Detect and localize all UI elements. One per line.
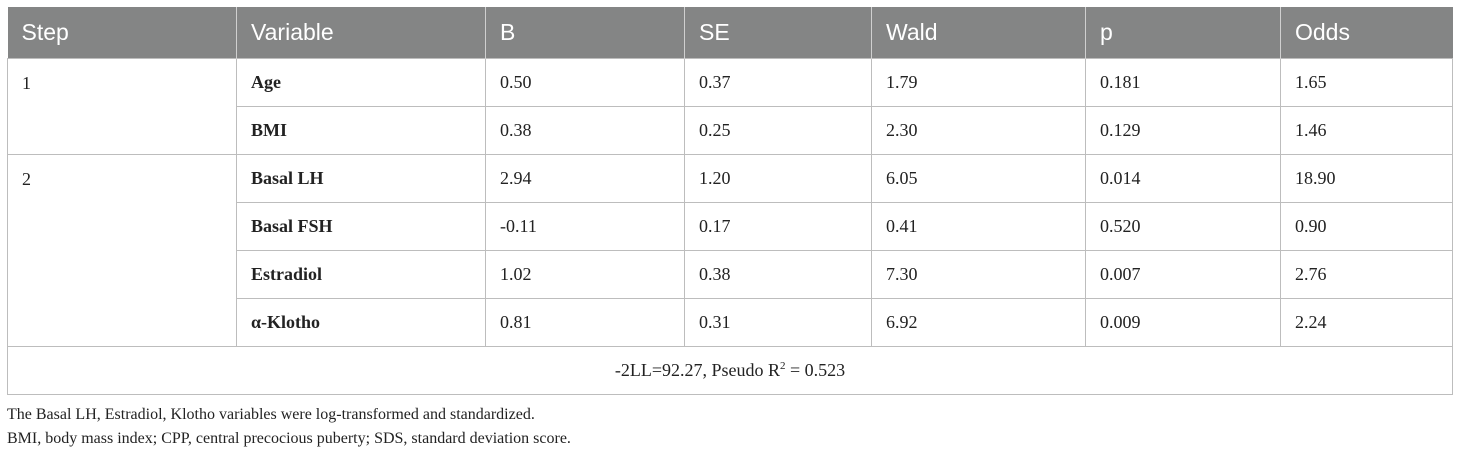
p-cell: 0.181 [1085,57,1281,107]
table-row: α-Klotho 0.81 0.31 6.92 0.009 2.24 [8,297,1453,347]
b-cell: 1.02 [485,249,685,299]
header-variable: Variable [236,7,486,58]
header-b: B [485,7,685,58]
odds-cell: 1.65 [1280,57,1453,107]
wald-cell: 6.05 [871,153,1086,203]
header-se: SE [684,7,872,58]
b-cell: 0.81 [485,297,685,347]
odds-cell: 0.90 [1280,201,1453,251]
table-row: Estradiol 1.02 0.38 7.30 0.007 2.76 [8,249,1453,299]
table-row: BMI 0.38 0.25 2.30 0.129 1.46 [8,105,1453,155]
variable-cell: Age [236,57,486,107]
model-fit-row: -2LL=92.27, Pseudo R2 = 0.523 [7,345,1453,395]
note-line: The Basal LH, Estradiol, Klotho variable… [7,406,535,423]
p-cell: 0.014 [1085,153,1281,203]
model-fit-cell: -2LL=92.27, Pseudo R2 = 0.523 [7,345,1453,395]
se-cell: 1.20 [684,153,872,203]
b-cell: -0.11 [485,201,685,251]
note-line: BMI, body mass index; CPP, central preco… [7,430,571,447]
odds-cell: 2.76 [1280,249,1453,299]
table-row: 1 Age 0.50 0.37 1.79 0.181 1.65 [7,57,1453,155]
table-row: 2 Basal LH 2.94 1.20 6.05 0.014 18.90 [7,153,1453,347]
table-header-row: Step Variable B SE Wald p Odds [7,7,1453,58]
variable-cell: Estradiol [236,249,486,299]
p-cell: 0.129 [1085,105,1281,155]
p-cell: 0.009 [1085,297,1281,347]
header-wald: Wald [871,7,1086,58]
wald-cell: 1.79 [871,57,1086,107]
se-cell: 0.25 [684,105,872,155]
table-notes: The Basal LH, Estradiol, Klotho variable… [7,403,571,451]
odds-cell: 2.24 [1280,297,1453,347]
b-cell: 2.94 [485,153,685,203]
variable-cell: α-Klotho [236,297,486,347]
odds-cell: 1.46 [1280,105,1453,155]
regression-table-container: Step Variable B SE Wald p Odds 1 Age 0.5… [7,7,1453,395]
wald-cell: 0.41 [871,201,1086,251]
header-odds: Odds [1280,7,1453,58]
variable-cell: BMI [236,105,486,155]
table-row: Basal FSH -0.11 0.17 0.41 0.520 0.90 [8,201,1453,251]
se-cell: 0.31 [684,297,872,347]
variable-cell: Basal FSH [236,201,486,251]
regression-table: Step Variable B SE Wald p Odds 1 Age 0.5… [7,7,1453,395]
b-cell: 0.50 [485,57,685,107]
se-cell: 0.37 [684,57,872,107]
header-step: Step [21,18,69,45]
wald-cell: 6.92 [871,297,1086,347]
se-cell: 0.38 [684,249,872,299]
step-cell: 1 [7,57,237,155]
step-cell: 2 [7,153,237,347]
p-cell: 0.520 [1085,201,1281,251]
se-cell: 0.17 [684,201,872,251]
model-fit-prefix: -2LL=92.27, Pseudo R [614,359,780,380]
p-cell: 0.007 [1085,249,1281,299]
odds-cell: 18.90 [1280,153,1453,203]
wald-cell: 2.30 [871,105,1086,155]
wald-cell: 7.30 [871,249,1086,299]
variable-cell: Basal LH [236,153,486,203]
model-fit-suffix: = 0.523 [785,359,846,380]
header-p: p [1085,7,1281,58]
model-fit-superscript: 2 [780,359,786,372]
b-cell: 0.38 [485,105,685,155]
